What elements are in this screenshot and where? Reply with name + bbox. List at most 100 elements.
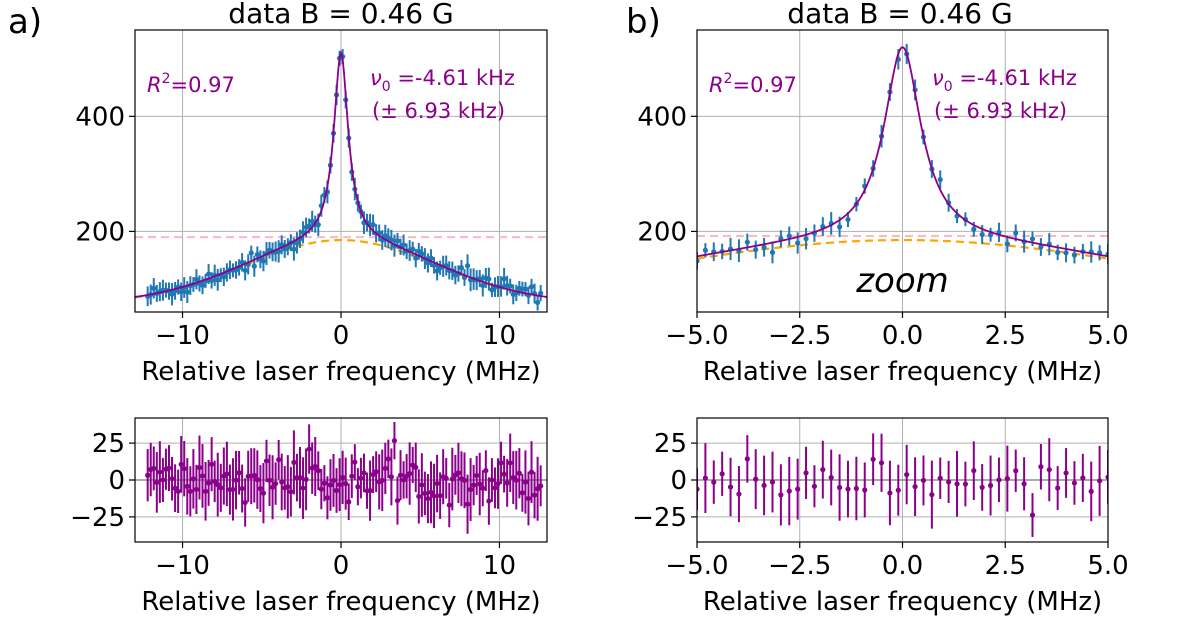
residual-point	[367, 488, 373, 494]
residual-point	[1063, 470, 1069, 476]
residual-point	[239, 485, 245, 492]
data-point	[702, 247, 708, 253]
panel-letter: b)	[626, 2, 661, 42]
data-point	[294, 240, 300, 246]
data-point	[199, 282, 206, 288]
residual-point	[795, 486, 801, 492]
residual-point	[212, 478, 218, 484]
y-tick-label: 200	[637, 217, 687, 247]
residual-point	[428, 489, 434, 495]
residual-point	[285, 484, 291, 490]
residual-point	[379, 477, 385, 483]
residual-point	[218, 485, 224, 491]
residual-point	[1013, 468, 1019, 474]
data-point	[242, 267, 248, 274]
data-point	[501, 276, 507, 282]
residual-point	[288, 489, 294, 495]
residual-point	[483, 468, 489, 474]
data-point	[1063, 250, 1069, 256]
data-point	[697, 258, 700, 264]
y-tick-label: 0	[108, 466, 125, 496]
data-point	[221, 274, 227, 280]
data-point	[209, 277, 215, 283]
zoom-label: zoom	[855, 261, 949, 301]
nu-value: =-4.61 kHz	[953, 66, 1077, 90]
residual-point	[736, 491, 742, 497]
data-point	[979, 231, 985, 238]
data-point	[410, 246, 416, 252]
residual-point	[391, 438, 398, 444]
r-value: =0.97	[733, 73, 797, 97]
residual-point	[306, 446, 312, 452]
x-tick-label: 0	[333, 551, 350, 581]
residual-point	[269, 484, 276, 490]
residual-point	[467, 486, 474, 493]
residual-point	[1105, 474, 1108, 480]
x-tick-label: −5.0	[665, 551, 728, 581]
residual-point	[236, 470, 242, 476]
plot-area	[697, 433, 1108, 537]
residual-point	[303, 476, 309, 482]
data-point	[306, 223, 312, 229]
r-symbol: R	[147, 73, 162, 97]
residual-point	[495, 480, 501, 487]
residual-point	[446, 502, 452, 508]
y-tick-label: 400	[75, 102, 125, 132]
residual-point	[946, 479, 952, 485]
y-tick-label: −25	[632, 503, 687, 533]
residual-point	[477, 481, 483, 487]
data-point	[419, 251, 425, 257]
data-point	[254, 251, 260, 258]
y-tick-label: 25	[654, 429, 687, 459]
residual-point	[697, 486, 700, 492]
data-point	[1055, 249, 1061, 255]
data-point	[1029, 236, 1036, 242]
residual-point	[425, 495, 431, 502]
residual-point	[279, 479, 285, 485]
data-point	[413, 255, 419, 261]
residual-point	[413, 464, 419, 470]
residual-point	[1088, 488, 1094, 494]
residual-point	[1097, 478, 1103, 484]
residual-point	[178, 461, 184, 467]
residual-point	[343, 481, 349, 487]
nu-subscript: 0	[382, 79, 391, 95]
residual-point	[181, 466, 187, 472]
residual-point	[154, 479, 160, 485]
residual-point	[1055, 485, 1061, 491]
data-point	[803, 236, 809, 242]
data-point	[522, 286, 529, 292]
residual-point	[397, 472, 404, 478]
data-point	[486, 276, 492, 282]
residual-point	[416, 493, 422, 500]
residual-point	[987, 482, 994, 489]
residual-point	[300, 485, 306, 491]
data-point	[206, 271, 212, 277]
residual-point	[184, 483, 190, 489]
residual-point	[507, 460, 513, 466]
data-point	[528, 284, 535, 290]
data-point	[434, 268, 440, 274]
residual-point	[1029, 512, 1036, 518]
residual-point	[522, 479, 529, 485]
residual-point	[538, 483, 544, 489]
residual-point	[199, 473, 206, 479]
data-point	[169, 291, 175, 297]
data-point	[795, 240, 801, 246]
data-point	[937, 177, 943, 183]
residual-point	[929, 492, 935, 498]
residual-point	[887, 490, 893, 496]
x-tick-label: −2.5	[768, 551, 831, 581]
residual-point	[312, 463, 318, 470]
residual-point	[895, 487, 901, 493]
residual-point	[474, 472, 480, 479]
data-point	[535, 299, 541, 306]
x-axis-label: Relative laser frequency (MHz)	[141, 587, 540, 617]
residual-point	[202, 488, 209, 494]
residual-point	[979, 484, 985, 490]
residual-point	[971, 468, 977, 474]
data-point	[1038, 244, 1044, 250]
residual-point	[190, 476, 196, 482]
residual-point	[455, 470, 462, 476]
